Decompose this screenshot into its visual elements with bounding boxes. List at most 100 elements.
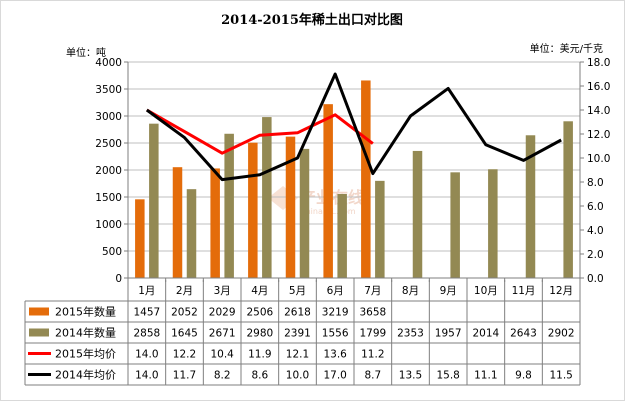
bar-series1 (285, 136, 296, 278)
bar-series2 (375, 180, 385, 278)
bar-series2 (525, 135, 536, 278)
right-tick-label: 2.0 (587, 249, 604, 261)
table-cell: 10.4 (210, 349, 234, 361)
table-cell: 2506 (246, 307, 273, 319)
legend-label: 2014年均价 (55, 368, 116, 382)
table-cell: 2618 (284, 307, 311, 319)
data-table: 1月 2月 3月 4月 5月 6月 7月 8月 9月 10月 11月 12月 2015年数量 1457 20… (24, 280, 581, 386)
table-cell: 8.7 (364, 370, 381, 382)
bars (135, 80, 573, 279)
table-cell: 2902 (548, 328, 575, 340)
right-tick-label: 8.0 (587, 177, 604, 189)
right-tick-label: 4.0 (587, 225, 604, 237)
table-cell: 2980 (246, 328, 273, 340)
category-label: 2月 (176, 285, 193, 297)
table-cell: 8.6 (251, 370, 268, 382)
table-cell: 2671 (209, 328, 236, 340)
legend-swatch (29, 307, 49, 316)
table-cell: 1457 (133, 307, 160, 319)
table-cell: 1799 (359, 328, 386, 340)
table-cell: 8.2 (214, 370, 231, 382)
bar-series2 (224, 133, 234, 278)
left-tick-label: 4000 (95, 57, 122, 69)
table-cell: 3658 (359, 307, 386, 319)
table-cell: 15.8 (436, 370, 459, 382)
right-axis-unit: 单位：美元/千克 (530, 42, 603, 55)
category-label: 3月 (214, 285, 231, 297)
category-label: 5月 (289, 285, 306, 297)
bar-series2 (299, 148, 310, 278)
category-label: 11月 (512, 285, 536, 297)
bar-series2 (412, 150, 423, 278)
table-cell: 11.9 (248, 349, 271, 361)
line-series-1 (146, 108, 374, 155)
table-cell: 10.0 (286, 370, 309, 382)
table-cell: 2052 (171, 307, 198, 319)
left-tick-label: 1000 (95, 219, 122, 231)
left-tick-label: 3500 (95, 84, 122, 96)
lines (145, 72, 562, 182)
category-label: 7月 (364, 285, 381, 297)
bar-series2 (563, 121, 573, 279)
left-tick-label: 500 (102, 246, 122, 258)
right-tick-label: 14.0 (587, 105, 610, 117)
bar-series1 (172, 167, 183, 278)
category-label: 1月 (138, 285, 155, 297)
legend-label: 2014年数量 (55, 326, 116, 340)
category-label: 6月 (327, 285, 344, 297)
table-cell: 2029 (209, 307, 236, 319)
left-tick-label: 1500 (95, 192, 122, 204)
category-label: 8月 (402, 285, 419, 297)
table-cell: 2858 (133, 328, 160, 340)
bar-series2 (262, 117, 272, 278)
right-tick-label: 10.0 (587, 153, 610, 165)
left-axis-unit: 单位：吨 (66, 46, 106, 59)
table-cell: 14.0 (135, 370, 158, 382)
table-cell: 11.2 (361, 349, 384, 361)
line-series-2 (145, 72, 562, 182)
left-tick-label: 2000 (95, 165, 122, 177)
table-cell: 2643 (510, 328, 537, 340)
category-label: 10月 (474, 285, 498, 297)
table-cell: 17.0 (323, 370, 346, 382)
table-cell: 2014 (472, 328, 499, 340)
table-cell: 1556 (322, 328, 349, 340)
right-tick-label: 16.0 (587, 81, 610, 93)
table-cell: 11.5 (549, 370, 572, 382)
table-cell: 11.7 (173, 370, 196, 382)
right-tick-label: 12.0 (587, 129, 610, 141)
left-tick-label: 0 (115, 273, 122, 285)
legend-swatch (29, 328, 49, 337)
bar-series2 (149, 123, 159, 278)
table-cell: 3219 (322, 307, 349, 319)
bar-series1 (248, 142, 258, 278)
category-label: 4月 (251, 285, 268, 297)
axes: 0 500 1000 1500 2000 2500 3000 3500 4000 0.0 2.0 4.… (95, 57, 610, 285)
legend-label: 2015年数量 (55, 305, 116, 319)
table-cell: 11.1 (474, 370, 497, 382)
table-cell: 12.1 (286, 349, 309, 361)
bar-series1 (361, 80, 371, 278)
bar-series2 (488, 169, 498, 278)
table-cell: 1645 (171, 328, 198, 340)
table-cell: 2353 (397, 328, 424, 340)
category-label: 9月 (440, 285, 457, 297)
left-tick-label: 3000 (95, 111, 122, 123)
left-tick-label: 2500 (95, 138, 122, 150)
right-tick-label: 18.0 (587, 57, 610, 69)
table-cell: 12.2 (173, 349, 196, 361)
legend-label: 2015年均价 (55, 347, 116, 361)
chart-title: 2014-2015年稀土出口对比图 (221, 12, 403, 28)
right-tick-label: 0.0 (587, 273, 604, 285)
bar-series2 (337, 193, 347, 278)
bar-series1 (210, 168, 220, 278)
bar-series2 (186, 189, 197, 278)
right-tick-label: 6.0 (587, 201, 604, 213)
bar-series1 (135, 199, 145, 278)
table-cell: 14.0 (135, 349, 158, 361)
category-label: 12月 (549, 285, 573, 297)
table-cell: 13.6 (323, 349, 347, 361)
